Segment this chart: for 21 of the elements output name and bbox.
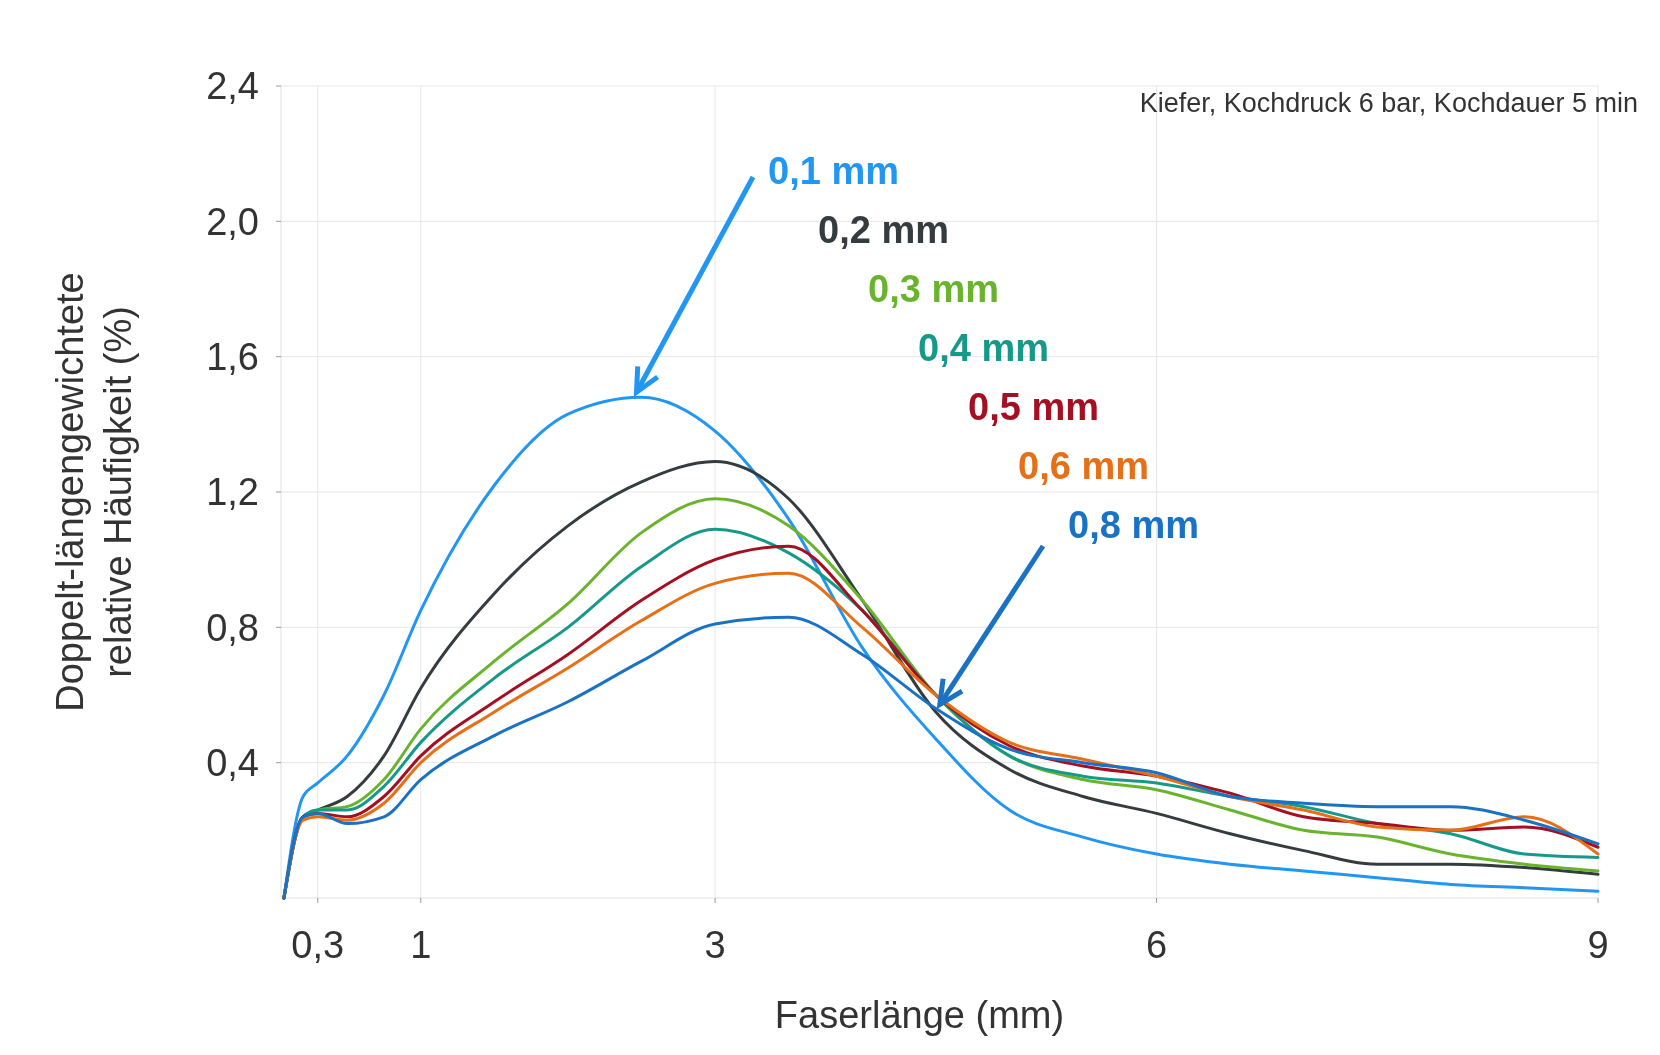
text: 0,3 mm (868, 268, 999, 310)
x-tick-label: 1 (410, 924, 432, 966)
text: 0,1 mm (768, 150, 899, 192)
text: 0,2 mm (818, 209, 949, 251)
text: 0,5 mm (968, 386, 1099, 428)
y-tick-label: 2,4 (206, 65, 259, 108)
chart-subtitle: Kiefer, Kochdruck 6 bar, Kochdauer 5 min (1139, 88, 1638, 118)
x-tick-label: 0,3 (291, 924, 345, 966)
x-tick-label: 9 (1587, 924, 1609, 966)
y-axis-title: Doppelt-längengewichtete relative Häufigkeit (%) (49, 272, 139, 712)
y-tick-label: 0,4 (206, 741, 259, 784)
y-tick-label: 1,6 (206, 335, 259, 378)
x-axis-title: Faserlänge (mm) (774, 994, 1065, 1036)
y-tick-label: 0,8 (206, 606, 259, 649)
y-tick-label: 2,0 (206, 200, 259, 243)
text: 0,4 mm (918, 327, 1049, 369)
text: 0,8 mm (1068, 504, 1199, 546)
x-tick-label: 6 (1145, 924, 1168, 966)
x-tick-label: 3 (704, 924, 726, 966)
y-tick-label: 1,2 (206, 471, 259, 514)
text: 0,6 mm (1018, 445, 1149, 487)
